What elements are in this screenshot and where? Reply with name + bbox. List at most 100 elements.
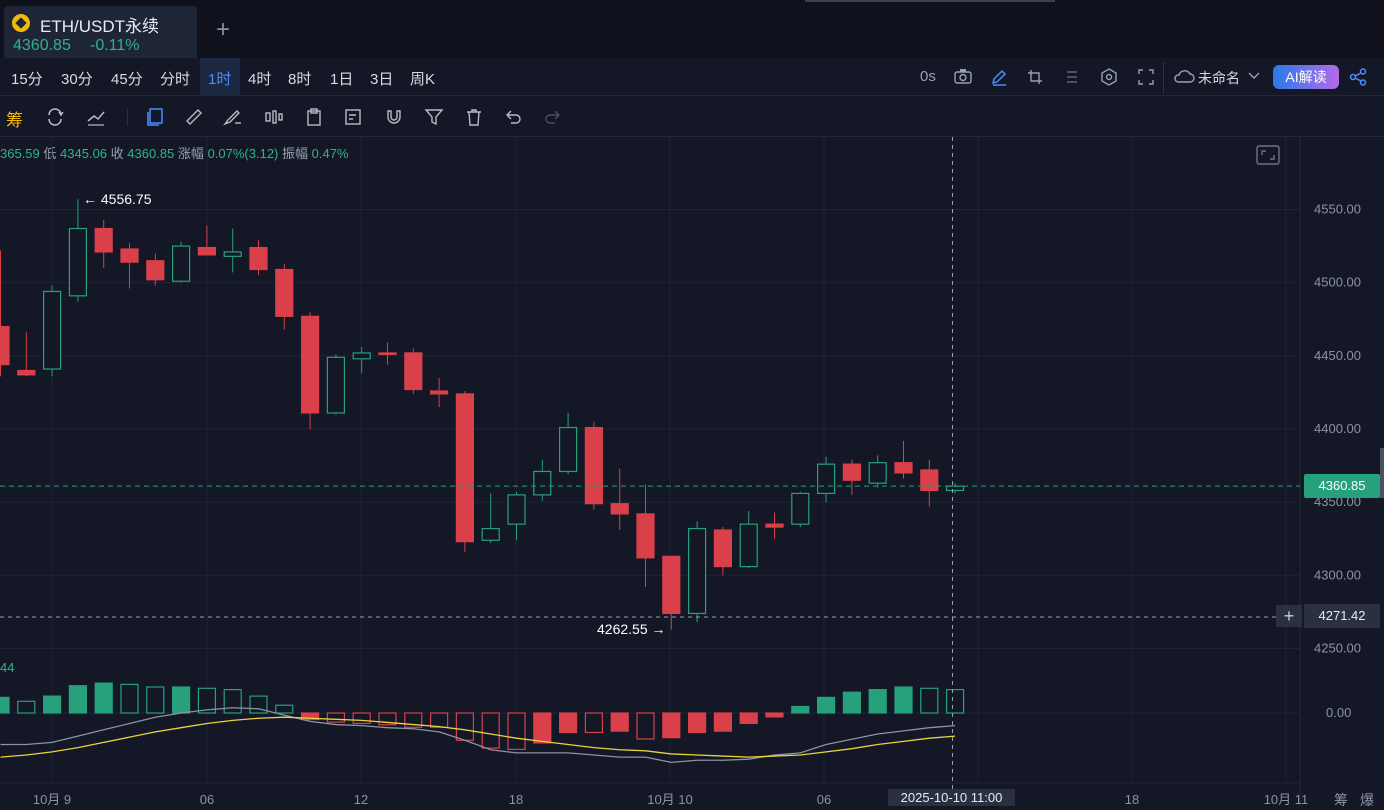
cursor-time-tag: 2025-10-10 11:00 — [888, 789, 1015, 806]
candle-down — [636, 513, 655, 559]
info-change-label: 涨幅 — [177, 146, 204, 161]
macd-bar-down — [739, 712, 758, 724]
ruler-icon[interactable] — [184, 107, 204, 127]
candle-up — [868, 462, 887, 484]
candles-icon[interactable] — [264, 107, 284, 127]
layout-name[interactable]: 未命名 — [1198, 70, 1240, 86]
list-icon[interactable] — [1063, 69, 1079, 85]
right-scroll-handle[interactable] — [1380, 448, 1384, 498]
x-tick-label: 06 — [200, 792, 214, 806]
tf-1d[interactable]: 1日 — [330, 71, 354, 88]
fullscreen-icon[interactable] — [1137, 68, 1155, 86]
tf-1h[interactable]: 1时 — [208, 71, 232, 88]
brush-icon[interactable] — [223, 107, 243, 127]
chip-distribution-button[interactable]: 筹 — [6, 111, 23, 130]
symbol-title: ETH/USDT永续 — [40, 17, 159, 36]
tf-week[interactable]: 周K — [410, 71, 436, 88]
price-chart[interactable]: 0.00 4550.004500.004450.004400.004350.00… — [0, 137, 1384, 806]
low-annotation: 4262.55 → — [597, 621, 666, 637]
macd-bar-down — [352, 712, 371, 724]
trash-icon[interactable] — [464, 107, 484, 127]
undo-icon[interactable] — [503, 107, 523, 127]
candle-up — [223, 251, 242, 257]
expand-chart-icon[interactable] — [1256, 145, 1280, 165]
candle-down — [275, 268, 294, 317]
candle-up — [481, 527, 500, 541]
macd-bar-down — [326, 712, 345, 723]
overlay-layer — [0, 137, 1300, 806]
candle-up — [172, 245, 191, 282]
chart-grid — [0, 137, 1301, 806]
tool-divider — [127, 108, 128, 126]
macd-zero-label: 0.00 — [1326, 705, 1351, 720]
ai-analysis-button[interactable]: AI解读 — [1273, 65, 1339, 89]
macd-bar-down — [584, 712, 604, 734]
candle-down — [0, 325, 10, 366]
note-icon[interactable] — [344, 107, 364, 127]
timeframe-toolbar: 15分 30分 45分 分时 1时 4时 8时 1日 3日 周K 0s 未命名 — [0, 58, 1384, 96]
macd-bar-down — [301, 712, 320, 721]
tf-30m[interactable]: 30分 — [61, 71, 93, 88]
add-alert-button[interactable]: + — [1276, 605, 1302, 627]
macd-bar-up — [920, 687, 939, 714]
y-tick-label: 4400.00 — [1314, 421, 1361, 436]
corner-label-liquidation[interactable]: 爆 — [1360, 792, 1374, 808]
refresh-icon[interactable] — [45, 107, 65, 127]
info-amp-label: 振幅 — [282, 146, 309, 161]
corner-label-chip[interactable]: 筹 — [1334, 792, 1348, 808]
y-tick-label: 4300.00 — [1314, 567, 1361, 582]
tf-3d[interactable]: 3日 — [370, 71, 394, 88]
macd-bar-up — [791, 705, 810, 714]
y-tick-label: 4250.00 — [1314, 641, 1361, 656]
x-tick-label: 18 — [1125, 792, 1139, 806]
symbol-tab[interactable]: ETH/USDT永续 4360.85 -0.11% — [4, 6, 197, 58]
candle-down — [765, 523, 784, 528]
tf-4h[interactable]: 4时 — [248, 71, 272, 88]
crop-icon[interactable] — [1026, 68, 1044, 86]
candle-down — [894, 462, 913, 474]
macd-layer: 0.00 — [0, 682, 1351, 764]
filter-icon[interactable] — [424, 107, 444, 127]
info-amp: 0.47% — [311, 146, 349, 161]
macd-bar-down — [636, 712, 655, 740]
x-tick-label: 18 — [509, 792, 523, 806]
tf-8h[interactable]: 8时 — [288, 71, 312, 88]
tf-15m[interactable]: 15分 — [11, 71, 43, 88]
chevron-down-icon[interactable] — [1248, 72, 1260, 80]
binance-logo-icon — [12, 14, 30, 32]
info-low: 4345.06 — [60, 146, 108, 161]
active-timeframe-highlight — [200, 58, 240, 96]
candle-down — [610, 503, 629, 515]
x-tick-label: 10月 11 — [1264, 792, 1309, 806]
tf-timeline[interactable]: 分时 — [160, 71, 191, 88]
info-low-label: 低 — [43, 146, 57, 161]
tf-45m[interactable]: 45分 — [111, 71, 143, 88]
macd-bar-down — [507, 712, 526, 751]
drawing-toolbar: 筹 — [0, 97, 1384, 137]
clipboard-icon[interactable] — [304, 107, 324, 127]
macd-bar-up — [0, 696, 10, 714]
info-close: 4360.85 — [127, 146, 175, 161]
info-change: 0.07%(3.12) — [207, 146, 279, 161]
candle-up — [68, 227, 88, 297]
candle-down — [842, 463, 862, 481]
share-icon[interactable] — [1349, 68, 1367, 86]
settings-icon[interactable] — [1100, 68, 1118, 86]
y-tick-label: 4450.00 — [1314, 348, 1361, 363]
candle-down — [146, 260, 165, 281]
pen-icon[interactable] — [990, 68, 1008, 86]
magnet-icon[interactable] — [384, 107, 404, 127]
info-high: 365.59 — [0, 146, 40, 161]
macd-bar-up — [146, 686, 165, 714]
macd-bar-up — [868, 688, 887, 714]
tab-divider — [805, 0, 1055, 2]
camera-icon[interactable] — [954, 68, 972, 84]
copy-icon[interactable] — [145, 107, 165, 127]
macd-bar-up — [223, 688, 242, 714]
redo-icon[interactable] — [543, 107, 563, 127]
add-tab-button[interactable]: + — [216, 16, 231, 43]
info-close-label: 收 — [110, 146, 124, 161]
trend-tool-icon[interactable] — [86, 107, 106, 127]
tab-bar: ETH/USDT永续 4360.85 -0.11% + — [0, 0, 1384, 58]
